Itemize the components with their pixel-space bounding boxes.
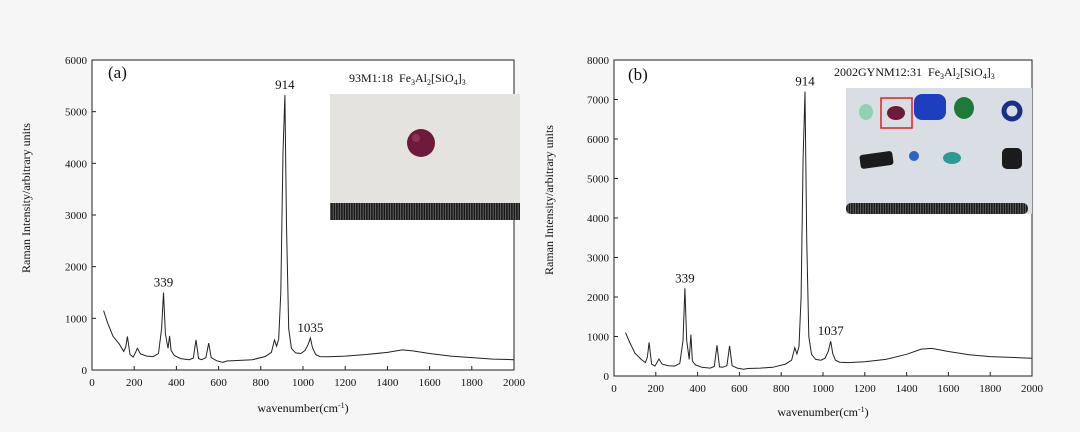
panel-label: (b): [628, 65, 648, 84]
green-bead: [954, 97, 974, 119]
x-tick-label: 200: [126, 377, 143, 389]
sample-label: 2002GYNM12:31 Fe3Al2[SiO4]3: [834, 65, 995, 81]
y-tick-label: 5000: [65, 107, 88, 119]
x-axis-label: wavenumber(cm-1): [777, 405, 868, 419]
peak-label: 339: [154, 275, 174, 290]
x-tick-label: 600: [210, 377, 227, 389]
photo-inset: [846, 88, 1032, 214]
spectrum-line: [103, 95, 515, 363]
y-tick-label: 3000: [65, 210, 88, 222]
x-tick-label: 1800: [979, 383, 1002, 395]
x-tick-label: 2000: [503, 377, 526, 389]
y-tick-label: 5000: [587, 174, 610, 186]
x-tick-label: 800: [773, 383, 790, 395]
x-tick-label: 200: [648, 383, 665, 395]
x-tick-label: 1200: [854, 383, 877, 395]
y-tick-label: 1000: [65, 313, 88, 325]
x-tick-label: 800: [253, 377, 270, 389]
y-tick-label: 4000: [65, 158, 88, 170]
x-axis-label: wavenumber(cm-1): [257, 401, 348, 415]
x-tick-label: 400: [689, 383, 706, 395]
photo-inset: [330, 94, 520, 220]
panel-b: 0 200 400 600 800 1000 1200 1400 1600 1800 2000 0 10…: [542, 55, 1044, 419]
y-tick-label: 8000: [587, 55, 610, 67]
y-tick-label: 6000: [65, 55, 88, 67]
panel-label: (a): [108, 63, 127, 82]
y-axis-label: Raman Intensity/arbitrary units: [19, 123, 33, 273]
panel-a: 0 200 400 600 800 1000 1200 1400 1600 1800 2000 0 10…: [19, 55, 526, 415]
black-cylinder-bead: [859, 151, 894, 169]
x-tick-label: 1000: [812, 383, 835, 395]
x-tick-label: 0: [611, 383, 617, 395]
x-tick-label: 1600: [419, 377, 442, 389]
sample-label: 93M1:18 Fe3Al2[SiO4]3: [349, 71, 466, 87]
y-axis-label: Raman Intensity/arbitrary units: [542, 125, 556, 275]
blue-bead: [914, 94, 946, 120]
x-tick-label: 0: [89, 377, 95, 389]
y-tick-label: 7000: [587, 95, 610, 107]
garnet-bead: [407, 129, 435, 157]
small-blue-bead: [909, 151, 919, 161]
x-tick-label: 1800: [461, 377, 484, 389]
garnet-bead-highlight: [412, 134, 420, 142]
y-tick-label: 1000: [587, 332, 610, 344]
x-tick-label: 600: [731, 383, 748, 395]
mint-bead: [859, 104, 873, 120]
peak-label: 1035: [297, 320, 323, 335]
black-bead: [1002, 148, 1022, 169]
x-tick-label: 1400: [376, 377, 399, 389]
x-tick-label: 2000: [1021, 383, 1044, 395]
photo-background: [330, 94, 520, 220]
x-tick-label: 1400: [896, 383, 919, 395]
x-tick-label: 400: [168, 377, 185, 389]
y-tick-label: 2000: [65, 262, 88, 274]
garnet-bead: [887, 106, 905, 120]
x-tick-label: 1000: [292, 377, 315, 389]
highlight-box: [880, 97, 913, 129]
y-tick-label: 0: [604, 371, 610, 383]
ruler-scale: [846, 203, 1028, 214]
ruler-scale: [330, 203, 520, 220]
y-tick-label: 0: [82, 365, 88, 377]
y-tick-label: 6000: [587, 134, 610, 146]
x-tick-label: 1200: [334, 377, 357, 389]
spectrum-line: [625, 91, 1033, 370]
peak-label: 1037: [818, 323, 845, 338]
blue-ring-bead: [1001, 100, 1023, 122]
y-tick-label: 4000: [587, 213, 610, 225]
peak-label: 339: [675, 270, 695, 285]
y-tick-label: 3000: [587, 253, 610, 265]
x-tick-label: 1600: [937, 383, 960, 395]
y-tick-label: 2000: [587, 292, 610, 304]
peak-label: 914: [795, 74, 815, 89]
peak-label: 914: [275, 77, 295, 92]
teal-bead: [943, 152, 961, 164]
